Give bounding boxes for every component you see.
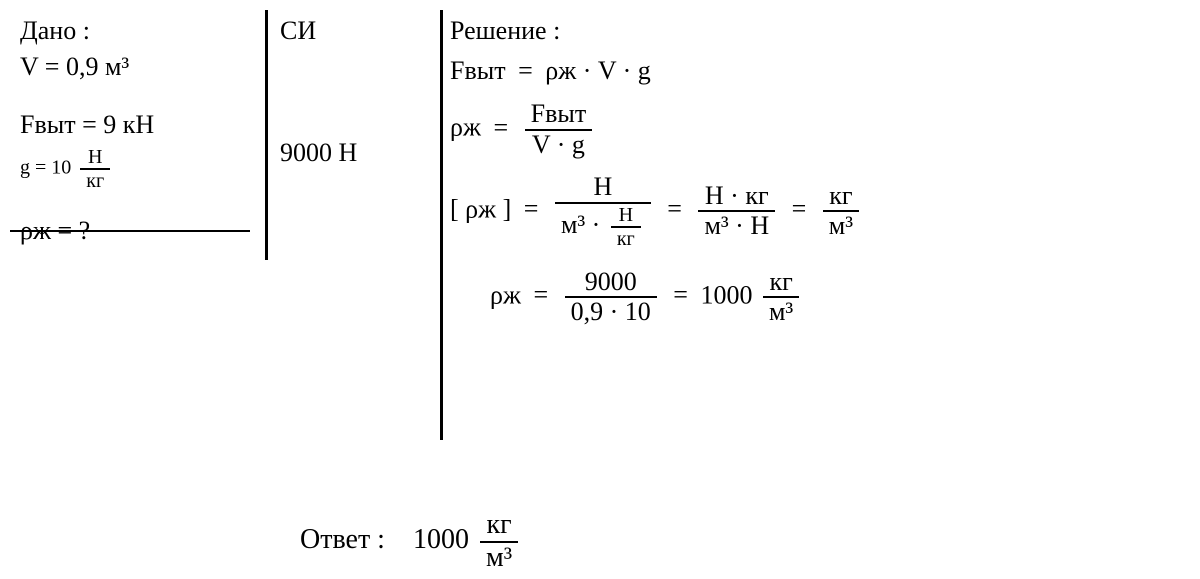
dim1-den: м³ · Н кг [555,202,651,250]
divider-1 [265,10,268,260]
calc-num: 9000 [565,268,657,297]
rho-eq-den: V · g [525,129,593,160]
dim1-den-frac-num: Н [611,204,641,226]
calc-unit-den: м³ [763,296,799,327]
answer-unit-num: кг [480,510,518,541]
si-title: СИ [280,16,430,46]
si-column: СИ 9000 Н [280,10,430,174]
calc-unit-num: кг [763,268,799,297]
given-g: g = 10 Н кг [20,146,260,192]
dim2-den: м³ · Н [698,210,775,241]
rho-eq: ρж = Fвыт V · g [450,100,1180,159]
answer-value: 1000 [413,524,469,555]
given-f: Fвыт = 9 кН [20,110,260,140]
dim3-num: кг [823,182,859,211]
page: Дано : V = 0,9 м³ Fвыт = 9 кН g = 10 Н к… [0,0,1200,579]
calc-line: ρж = 9000 0,9 · 10 = 1000 кг м³ [490,268,1180,327]
dim-lhs: [ ρж ] [450,194,511,223]
answer-label: Ответ : [300,524,385,555]
answer-unit-den: м³ [480,541,518,574]
dim1-den-frac-den: кг [611,226,641,250]
formula1-lhs: Fвыт [450,56,506,85]
given-title: Дано : [20,16,260,46]
dim1-den-left: м³ · [561,210,600,239]
formula-1: Fвыт = ρж · V · g [450,56,1180,86]
given-rho-q: ρж = ? [20,216,260,246]
given-v: V = 0,9 м³ [20,52,260,82]
solution-column: Решение : Fвыт = ρж · V · g ρж = Fвыт V … [450,10,1180,333]
rho-eq-lhs: ρж [450,113,481,142]
formula1-rhs: ρж · V · g [545,56,651,85]
calc-res: 1000 [700,280,752,309]
dim1-num: Н [555,173,651,202]
given-g-label: g = 10 [20,157,71,179]
solution-title: Решение : [450,16,1180,46]
rho-eq-num: Fвыт [525,100,593,129]
dim3-den: м³ [823,210,859,241]
given-g-unit-den: кг [80,168,110,192]
dim2-num: Н · кг [698,182,775,211]
divider-2 [440,10,443,440]
dimension-line: [ ρж ] = Н м³ · Н кг = Н · кг м³ · Н = к… [450,173,1180,250]
given-g-unit-num: Н [80,146,110,168]
calc-den: 0,9 · 10 [565,296,657,327]
answer-line: Ответ : 1000 кг м³ [300,510,522,574]
si-f: 9000 Н [280,138,430,168]
calc-lhs: ρж [490,280,521,309]
given-column: Дано : V = 0,9 м³ Fвыт = 9 кН g = 10 Н к… [20,10,260,252]
